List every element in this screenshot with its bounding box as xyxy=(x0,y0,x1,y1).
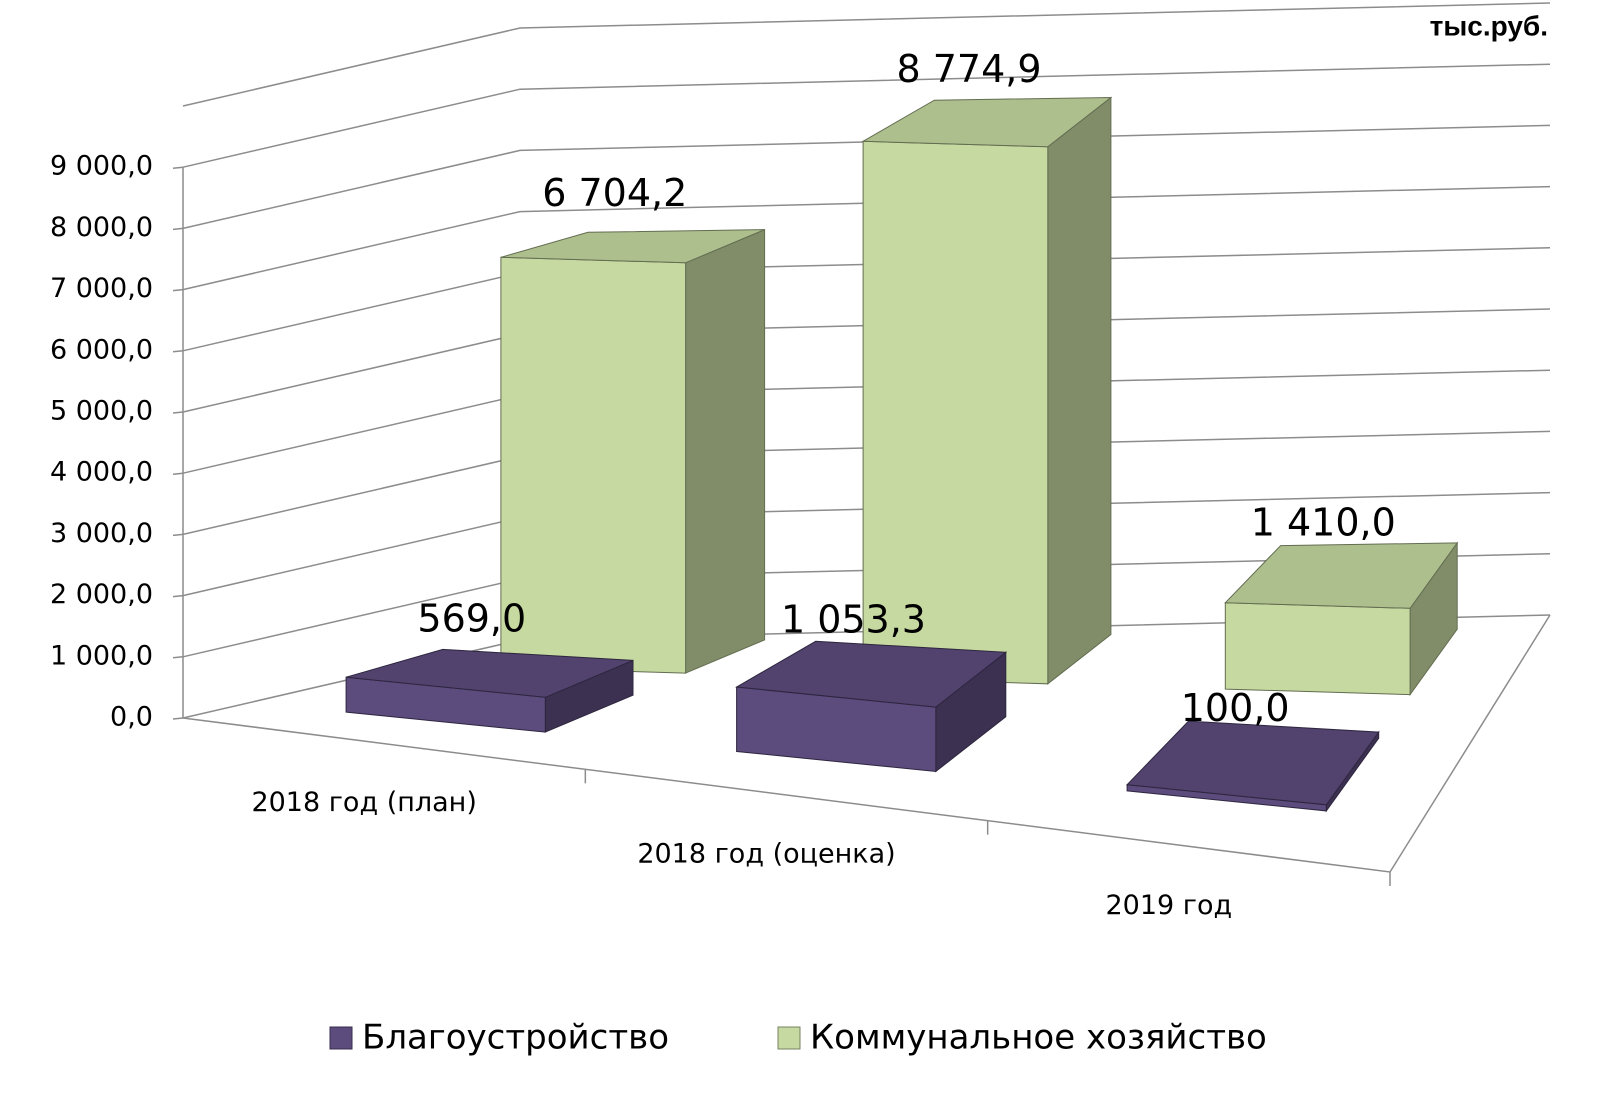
bar-top xyxy=(1224,542,1459,609)
value-label: 6 704,2 xyxy=(542,171,687,215)
y-tick-label: 7 000,0 xyxy=(50,273,153,304)
y-tick-label: 2 000,0 xyxy=(50,579,153,610)
y-tick xyxy=(172,411,184,414)
wall-frame xyxy=(182,2,1551,107)
bar xyxy=(345,648,634,733)
y-tick-label: 6 000,0 xyxy=(50,334,153,365)
value-label: 1 053,3 xyxy=(781,597,926,641)
y-tick-label: 8 000,0 xyxy=(50,212,153,243)
y-tick xyxy=(172,166,184,169)
grid-line xyxy=(182,185,1551,291)
bar-top xyxy=(735,640,1008,708)
y-tick xyxy=(172,472,184,475)
bar-top xyxy=(500,229,765,264)
y-tick-label: 9 000,0 xyxy=(50,151,153,182)
bar-front xyxy=(1224,602,1411,696)
y-tick-label: 0,0 xyxy=(110,702,153,733)
bar xyxy=(861,96,1113,685)
x-tick-label: 2019 год xyxy=(1105,890,1232,921)
grid-line xyxy=(182,124,1551,230)
bar xyxy=(1224,541,1459,697)
value-label: 1 410,0 xyxy=(1251,500,1396,544)
value-label: 8 774,9 xyxy=(897,47,1042,91)
value-label: 100,0 xyxy=(1181,686,1290,730)
bar-side xyxy=(1047,96,1112,685)
y-tick xyxy=(172,717,184,720)
bar-front xyxy=(500,256,687,674)
bar xyxy=(500,228,766,674)
bar-side xyxy=(685,228,766,674)
y-tick-label: 5 000,0 xyxy=(50,396,153,427)
bar-top xyxy=(861,96,1113,148)
y-tick xyxy=(172,227,184,231)
grid-line xyxy=(182,63,1551,168)
y-tick-label: 3 000,0 xyxy=(50,518,153,549)
unit-label: тыс.руб. xyxy=(1430,10,1548,41)
legend-label: Коммунальное хозяйство xyxy=(810,1018,1267,1058)
legend-swatch xyxy=(777,1026,801,1050)
y-tick xyxy=(172,288,184,292)
y-tick xyxy=(172,533,184,537)
y-tick xyxy=(172,656,184,659)
y-tick xyxy=(172,594,184,598)
x-tick-label: 2018 год (оценка) xyxy=(637,839,895,870)
x-tick-label: 2018 год (план) xyxy=(251,787,476,818)
y-tick xyxy=(172,350,184,353)
legend-label: Благоустройство xyxy=(362,1018,669,1058)
bar xyxy=(735,640,1008,773)
bar xyxy=(1126,720,1380,813)
y-tick-label: 4 000,0 xyxy=(50,457,153,488)
bar-top xyxy=(1126,720,1380,806)
y-tick-label: 1 000,0 xyxy=(50,640,153,671)
legend-swatch xyxy=(329,1026,353,1050)
bar-top xyxy=(345,648,634,698)
value-label: 569,0 xyxy=(417,597,526,641)
